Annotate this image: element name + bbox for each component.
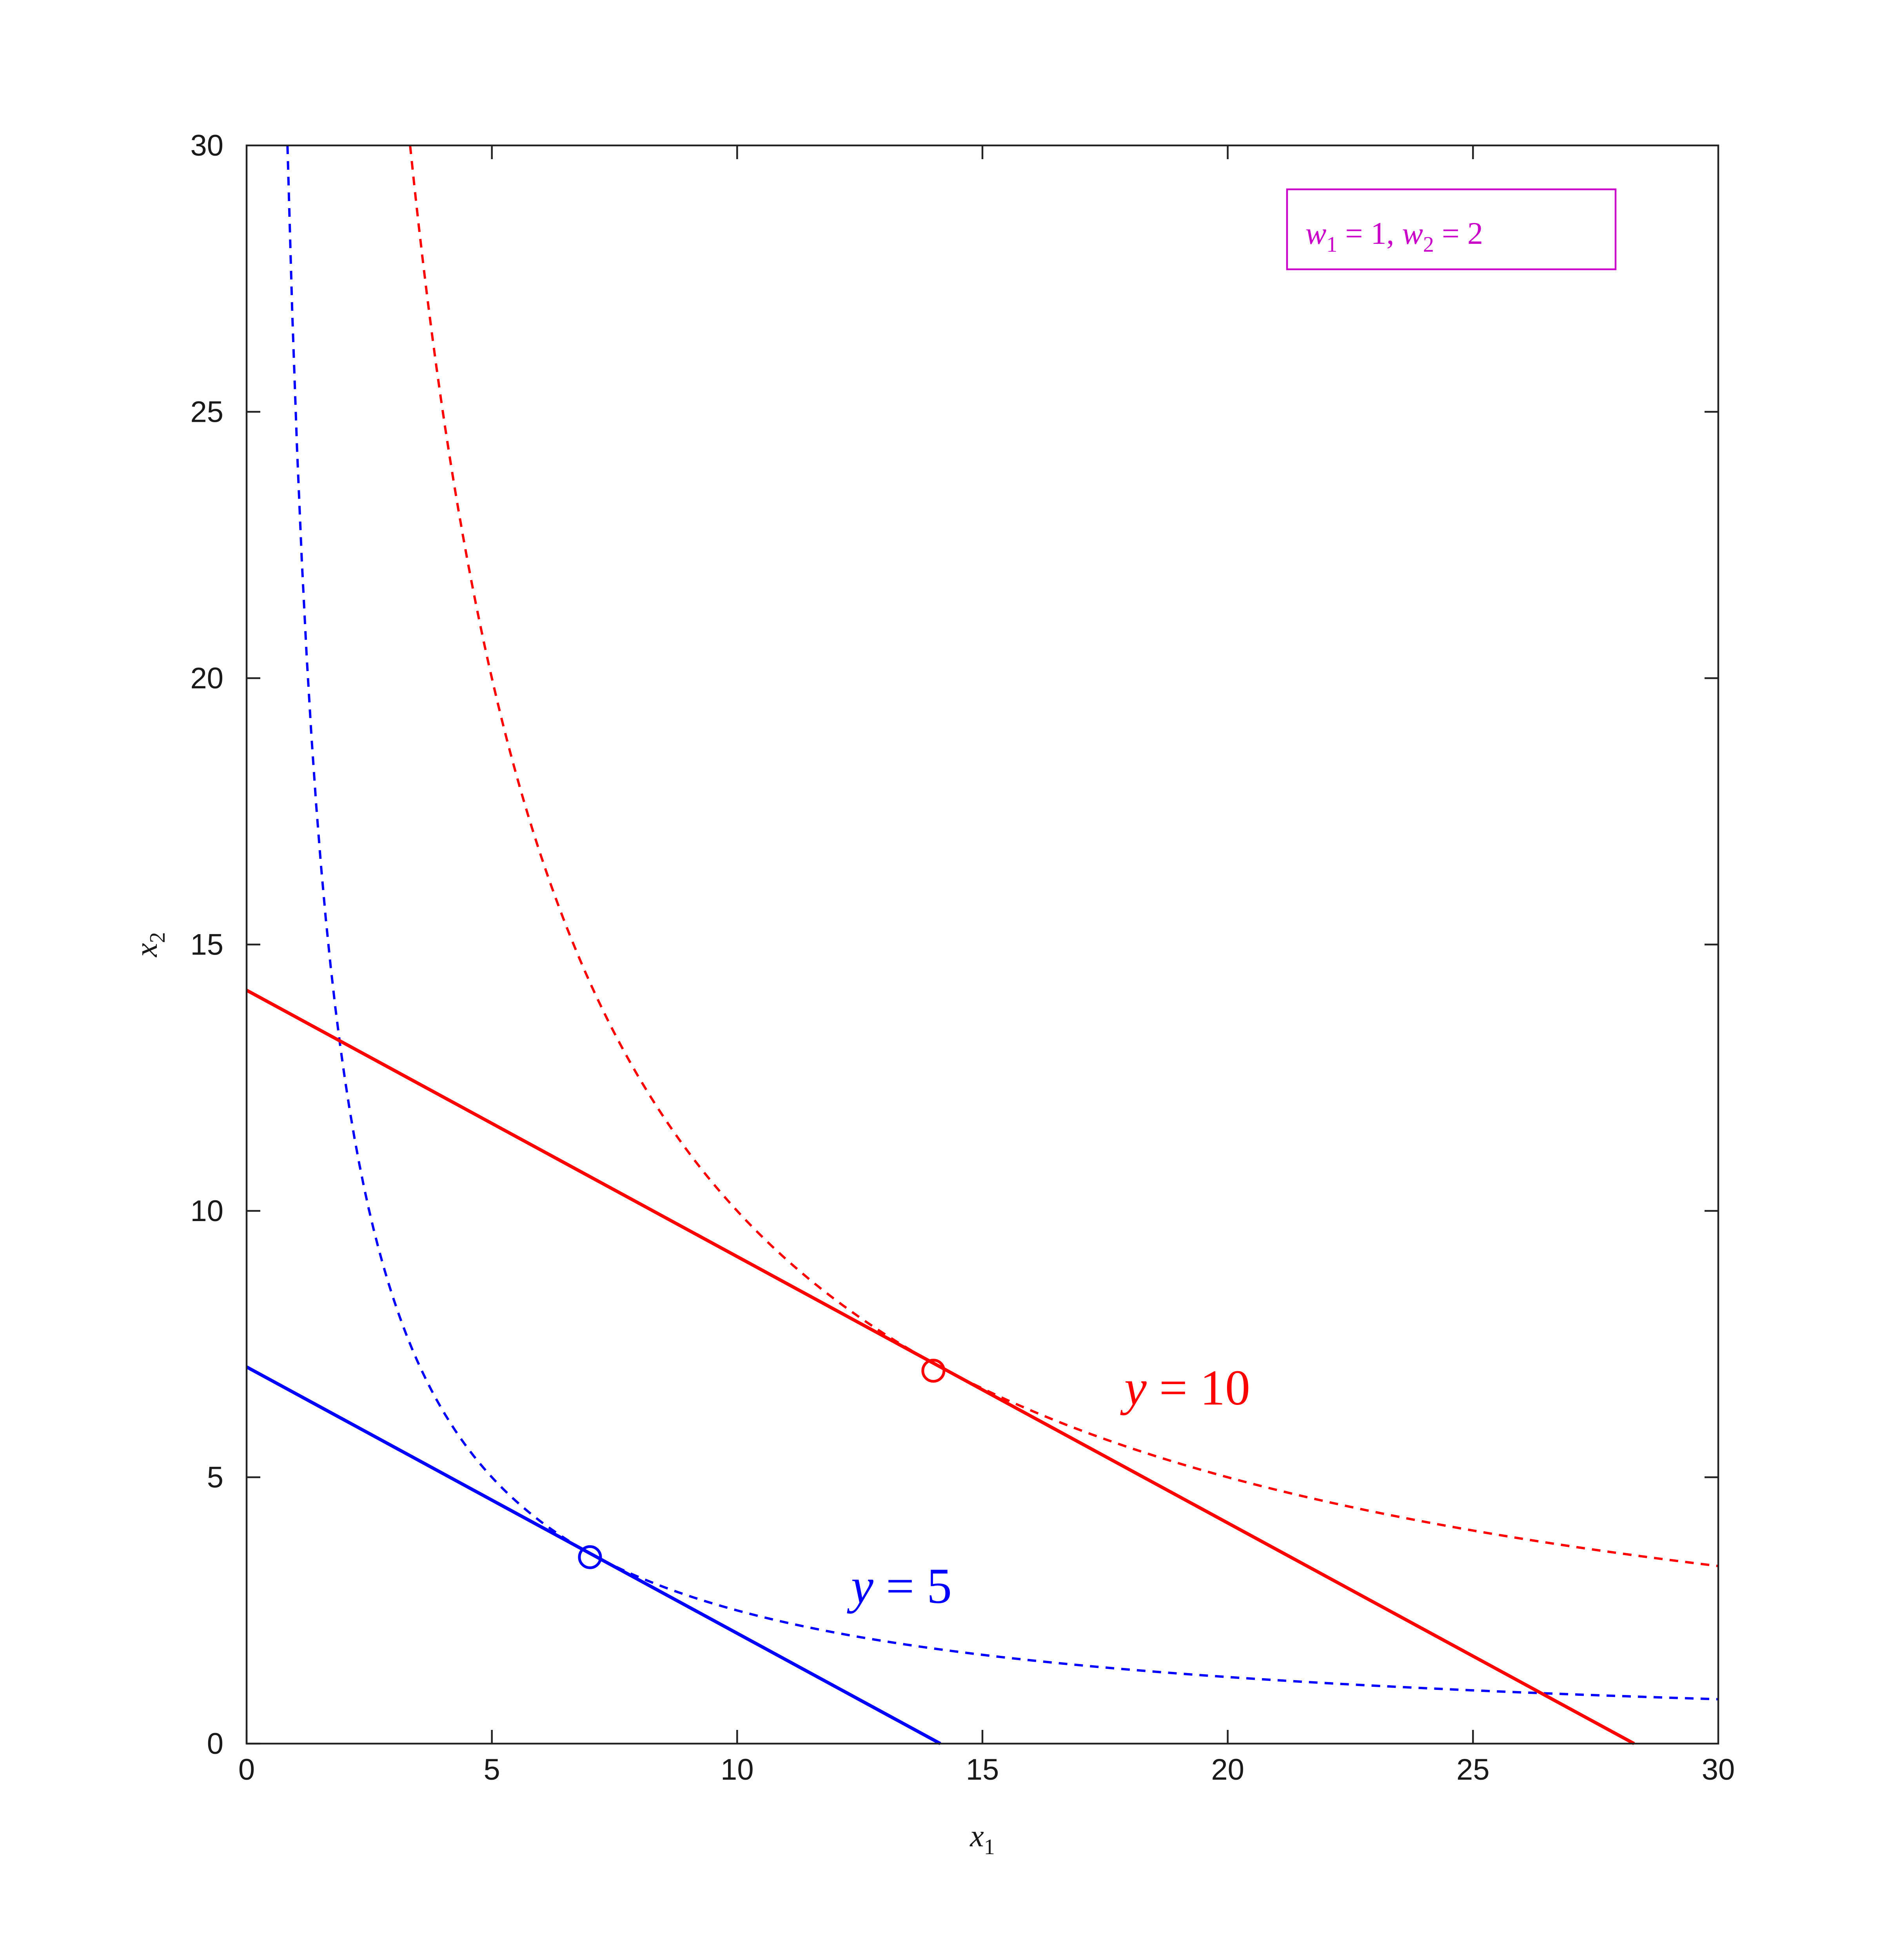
svg-text:30: 30 [1702, 1753, 1735, 1786]
svg-text:15: 15 [190, 928, 223, 962]
svg-text:y = 5: y = 5 [847, 1558, 952, 1614]
svg-text:0: 0 [238, 1753, 255, 1786]
svg-text:20: 20 [1211, 1753, 1244, 1786]
svg-text:w1 = 1, w2 = 2: w1 = 1, w2 = 2 [1305, 216, 1483, 257]
svg-text:30: 30 [190, 129, 223, 162]
svg-text:x2: x2 [129, 932, 170, 958]
svg-text:x1: x1 [969, 1819, 995, 1859]
svg-text:10: 10 [190, 1194, 223, 1228]
svg-text:5: 5 [484, 1753, 500, 1786]
svg-text:25: 25 [1456, 1753, 1490, 1786]
svg-text:5: 5 [207, 1461, 223, 1494]
svg-text:15: 15 [966, 1753, 999, 1786]
svg-text:y = 10: y = 10 [1120, 1360, 1250, 1416]
svg-text:25: 25 [190, 396, 223, 429]
svg-text:10: 10 [721, 1753, 754, 1786]
svg-text:0: 0 [207, 1727, 223, 1760]
svg-text:20: 20 [190, 662, 223, 695]
